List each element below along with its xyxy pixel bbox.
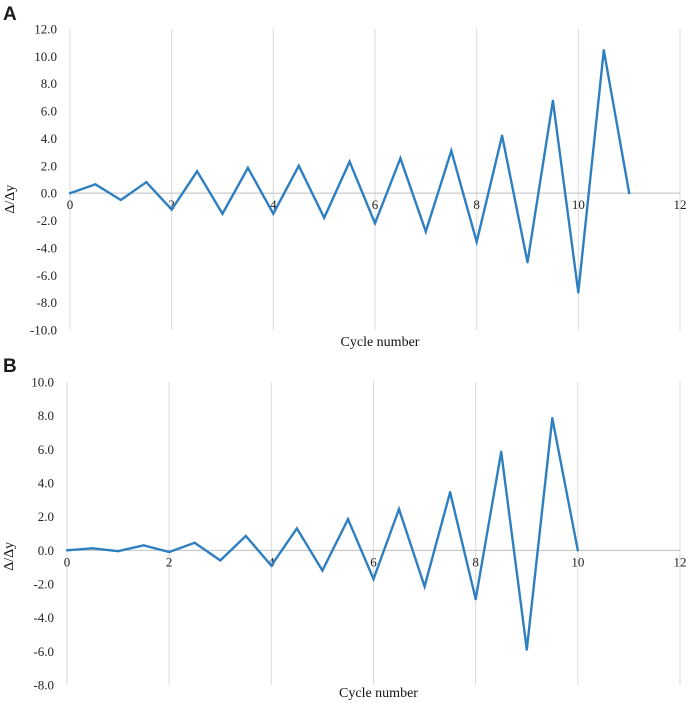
y-tick-label: 6.0	[38, 442, 54, 457]
data-point	[346, 517, 350, 521]
data-point	[448, 491, 452, 494]
y-tick-label: 10.0	[34, 49, 57, 64]
data-point	[219, 559, 222, 562]
x-tick-label: 10	[572, 197, 585, 212]
y-axis-title: Δ/Δy	[2, 542, 17, 571]
x-tick-label: 10	[571, 554, 584, 569]
data-point	[221, 212, 224, 215]
data-point	[397, 507, 401, 511]
x-tick-label: 12	[674, 554, 687, 569]
y-tick-label: -6.0	[33, 644, 54, 659]
panel-label: A	[3, 4, 17, 25]
y-tick-label: 0.0	[38, 543, 54, 558]
data-point	[475, 240, 478, 243]
data-point	[91, 547, 94, 550]
y-tick-label: 8.0	[38, 408, 54, 423]
data-point	[551, 99, 555, 103]
x-tick-label: 4	[270, 197, 277, 212]
data-point	[526, 261, 529, 264]
data-point	[145, 181, 148, 184]
data-point	[68, 191, 72, 195]
data-point	[65, 549, 69, 552]
x-tick-label: 0	[67, 197, 74, 212]
data-point	[195, 170, 199, 173]
chart-panel-a: A -10.0 -8.0 -6.0 -4.0 -2.0 0.0 2.0 4.0 6.0 8.0 10.…	[3, 4, 687, 350]
data-point	[295, 527, 299, 530]
y-tick-label: 12.0	[34, 22, 57, 37]
data-point	[119, 198, 123, 202]
data-point	[399, 157, 402, 160]
data-point	[246, 166, 250, 170]
y-tick-label: -8.0	[36, 295, 57, 310]
x-tick-label: 6	[370, 554, 377, 569]
chart-panel-b: B -8.0 -6.0 -4.0 -2.0 0.0 2.0 4.0 6.0 8.0 10.0 0 2 4 6…	[2, 356, 687, 701]
y-tick-label: 0.0	[41, 186, 57, 201]
y-tick-label: -10.0	[30, 323, 57, 338]
data-point	[170, 208, 173, 211]
data-point	[450, 149, 453, 152]
data-point	[602, 49, 605, 52]
data-point	[244, 534, 247, 538]
x-tick-label: 2	[166, 554, 173, 569]
y-tick-label: 2.0	[38, 509, 54, 524]
x-tick-label: 8	[473, 197, 480, 212]
y-tick-label: 4.0	[38, 476, 54, 491]
data-point	[423, 585, 426, 588]
data-point	[627, 191, 631, 195]
y-tick-label: 2.0	[41, 158, 57, 173]
data-point	[424, 230, 428, 233]
x-axis-title: Cycle number	[339, 686, 418, 701]
x-tick-label: 8	[472, 554, 479, 569]
x-tick-label: 2	[168, 197, 175, 212]
data-point	[525, 648, 528, 651]
y-tick-label: -2.0	[33, 577, 54, 592]
data-point	[193, 541, 196, 544]
data-point	[94, 183, 97, 186]
y-tick-label: -6.0	[36, 268, 57, 283]
y-tick-label: 8.0	[41, 76, 57, 91]
data-point	[270, 564, 273, 567]
data-point	[372, 577, 375, 581]
x-tick-label: 6	[372, 197, 379, 212]
data-point	[167, 550, 171, 554]
data-point	[142, 544, 145, 547]
data-point	[500, 134, 504, 137]
x-axis-title: Cycle number	[341, 335, 420, 350]
y-tick-label: -4.0	[36, 240, 57, 255]
data-point	[373, 222, 377, 225]
x-tick-label: 0	[64, 554, 71, 569]
y-tick-label: 4.0	[41, 131, 57, 146]
data-point	[576, 549, 580, 552]
y-axis-title: Δ/Δy	[3, 185, 18, 214]
series-line	[69, 49, 631, 293]
data-point	[348, 160, 351, 163]
data-point	[321, 569, 324, 572]
y-tick-label: -8.0	[33, 678, 54, 693]
data-point	[272, 212, 275, 215]
data-point	[322, 216, 326, 220]
y-tick-label: -4.0	[33, 610, 54, 625]
y-tick-label: 10.0	[31, 375, 54, 390]
data-point	[500, 450, 503, 454]
y-tick-label: -2.0	[36, 213, 57, 228]
panel-label: B	[3, 356, 17, 377]
x-tick-label: 12	[674, 197, 687, 212]
data-point	[577, 291, 580, 294]
data-point	[297, 164, 300, 168]
data-point	[474, 597, 477, 601]
data-point	[116, 549, 120, 553]
x-tick-label: 4	[268, 554, 275, 569]
data-point	[551, 416, 554, 420]
y-tick-label: 6.0	[41, 104, 57, 119]
